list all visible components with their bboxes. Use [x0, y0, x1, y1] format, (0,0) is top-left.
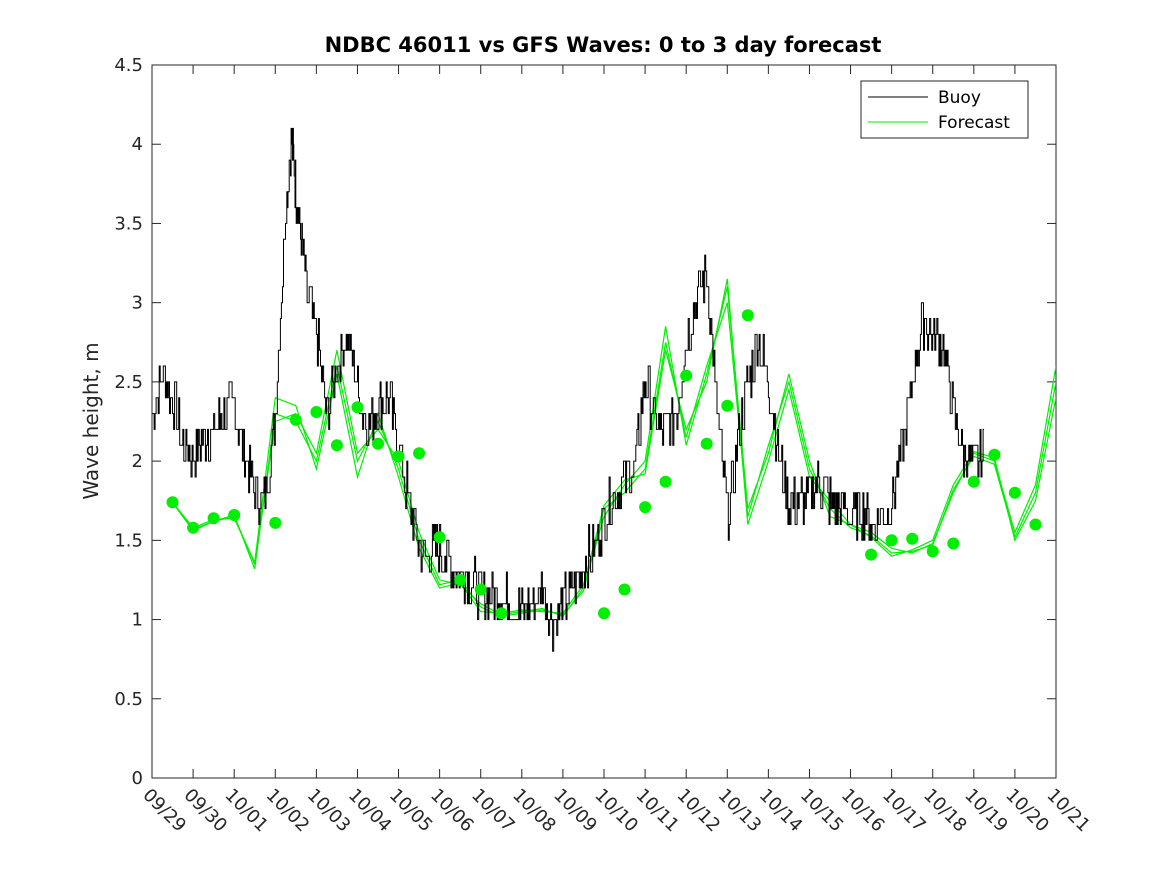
forecast-marker	[721, 399, 734, 412]
legend-forecast-label: Forecast	[938, 113, 1010, 133]
y-tick-label: 3.5	[114, 213, 143, 234]
forecast-marker	[926, 545, 939, 558]
x-tick-label: 10/14	[755, 785, 807, 837]
y-tick-label: 0	[132, 768, 143, 789]
x-tick-label: 10/08	[508, 785, 560, 837]
y-tick-label: 2.5	[114, 372, 143, 393]
legend-buoy-label: Buoy	[938, 88, 981, 108]
chart-title: NDBC 46011 vs GFS Waves: 0 to 3 day fore…	[325, 33, 882, 57]
forecast-marker	[1029, 518, 1042, 531]
y-axis-label: Wave height, m	[79, 342, 103, 499]
x-tick-label: 10/19	[960, 785, 1012, 837]
forecast-marker	[947, 537, 960, 550]
forecast-marker	[289, 413, 302, 426]
forecast-marker	[228, 509, 241, 521]
buoy-series-line	[152, 127, 985, 652]
x-tick-label: 10/10	[590, 785, 642, 837]
forecast-marker	[700, 437, 713, 450]
x-tick-label: 09/29	[138, 785, 190, 837]
y-tick-label: 3	[132, 293, 143, 314]
forecast-marker	[495, 607, 508, 620]
x-tick-label: 10/09	[549, 785, 601, 837]
legend-box	[860, 80, 1029, 139]
y-tick-label: 2	[132, 451, 143, 472]
forecast-marker	[906, 532, 919, 545]
forecast-marker	[988, 448, 1001, 461]
x-tick-label: 10/01	[221, 785, 273, 837]
forecast-marker	[865, 548, 878, 561]
forecast-marker	[454, 573, 467, 586]
forecast-marker	[187, 521, 200, 534]
x-tick-label: 10/20	[1001, 785, 1053, 837]
forecast-marker	[618, 583, 631, 596]
forecast-marker	[680, 369, 693, 382]
series-layer	[152, 127, 1056, 652]
x-tick-label: 10/13	[714, 785, 766, 837]
x-tick-label: 10/06	[426, 785, 478, 837]
y-tick-label: 4	[132, 134, 143, 155]
forecast-marker	[330, 439, 343, 452]
plot-area	[151, 64, 1057, 779]
y-tick-label: 1	[132, 610, 143, 631]
forecast-marker	[392, 450, 405, 463]
series-group	[152, 127, 1056, 652]
y-tick-label: 1.5	[114, 530, 143, 551]
forecast-marker	[351, 401, 364, 414]
x-tick-label: 10/04	[344, 785, 396, 837]
x-tick-label: 10/21	[1042, 785, 1094, 837]
forecast-marker	[310, 406, 323, 418]
forecast-marker	[372, 437, 384, 450]
forecast-marker	[474, 583, 487, 596]
x-tick-label: 10/03	[303, 785, 355, 837]
forecast-marker	[269, 516, 282, 529]
x-tick-label: 10/05	[385, 785, 437, 837]
forecast-marker	[598, 607, 610, 620]
forecast-marker	[1008, 486, 1021, 499]
x-tick-label: 10/02	[262, 785, 314, 837]
forecast-marker	[207, 512, 220, 525]
y-tick-label: 4.5	[114, 55, 143, 76]
forecast-marker	[967, 475, 980, 488]
forecast-run-line	[172, 302, 1056, 618]
x-tick-label: 10/12	[673, 785, 725, 837]
y-axis: 0 0.5 1 1.5 2 2.5 3 3.5 4 4.5	[114, 55, 1056, 789]
forecast-marker	[433, 531, 446, 544]
legend: Buoy Forecast	[860, 80, 1029, 139]
forecast-marker	[413, 447, 426, 460]
x-tick-label: 10/15	[796, 785, 848, 837]
forecast-marker	[885, 534, 898, 547]
forecast-marker	[639, 501, 652, 514]
x-tick-label: 10/17	[878, 785, 930, 837]
x-tick-label: 10/16	[837, 785, 889, 837]
y-tick-label: 0.5	[114, 689, 143, 710]
forecast-marker	[741, 309, 754, 322]
x-tick-label: 09/30	[180, 785, 232, 837]
x-tick-label: 10/18	[919, 785, 971, 837]
x-tick-label: 10/07	[467, 785, 519, 837]
forecast-marker	[166, 496, 179, 509]
forecast-marker	[659, 475, 672, 488]
x-tick-label: 10/11	[632, 785, 684, 837]
